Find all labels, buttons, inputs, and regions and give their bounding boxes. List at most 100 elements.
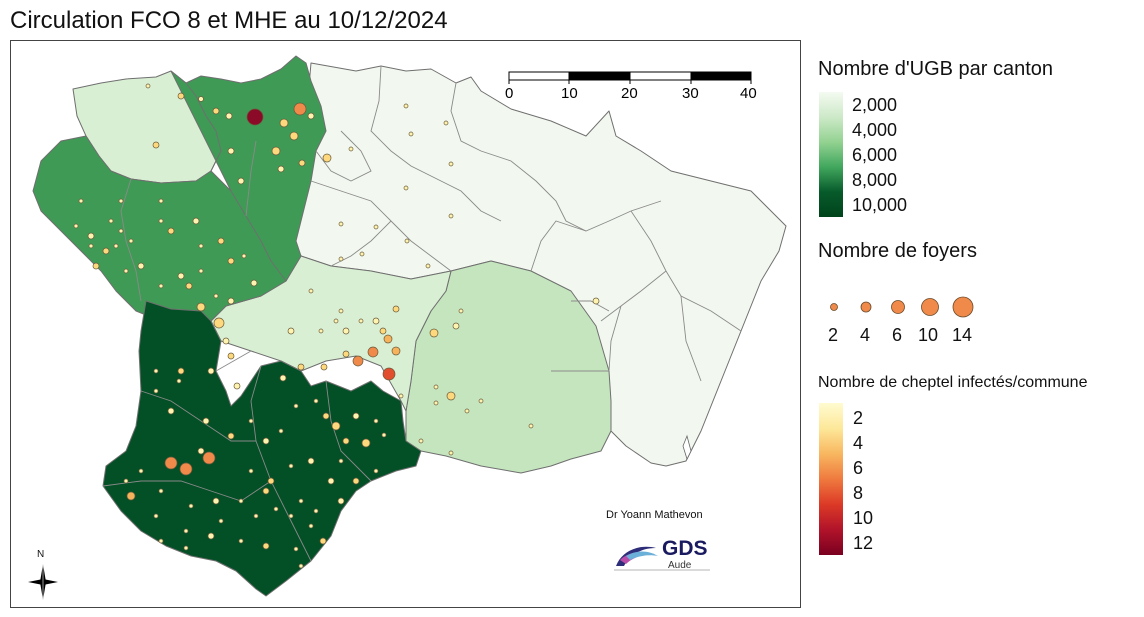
outbreak-point <box>158 218 164 224</box>
outbreak-point <box>267 477 275 485</box>
gds-logo-name: GDS <box>662 537 708 560</box>
outbreak-point <box>338 256 344 262</box>
outbreak-point <box>123 478 129 484</box>
outbreak-point <box>218 518 224 524</box>
outbreak-point <box>403 185 409 191</box>
outbreak-point <box>185 282 193 290</box>
outbreak-point <box>289 131 299 141</box>
outbreak-point <box>322 153 332 163</box>
outbreak-point <box>227 432 235 440</box>
outbreak-point <box>297 363 305 371</box>
legend-foyers-label: 10 <box>918 325 939 345</box>
outbreak-point <box>418 438 424 444</box>
legend-cheptel-label: 12 <box>853 533 874 553</box>
outbreak-point <box>373 418 379 424</box>
outbreak-point <box>338 308 344 314</box>
legend-ugb-label: 10,000 <box>852 195 908 215</box>
outbreak-point <box>227 352 235 360</box>
outbreak-point <box>298 159 306 167</box>
outbreak-point <box>318 328 324 334</box>
legend-foyers-symbols <box>830 296 974 318</box>
outbreak-point <box>196 302 206 312</box>
outbreak-point <box>262 542 270 550</box>
legend-cheptel-label: 8 <box>853 483 864 503</box>
outbreak-point <box>293 102 307 116</box>
outbreak-point <box>227 257 235 265</box>
outbreak-point <box>271 146 281 156</box>
scale-tick-label: 10 <box>561 85 578 102</box>
outbreak-point <box>433 384 439 390</box>
outbreak-point <box>113 243 119 249</box>
outbreak-point <box>262 437 270 445</box>
outbreak-point <box>253 513 259 519</box>
legend-foyers-circle <box>921 298 939 316</box>
outbreak-point <box>319 537 327 545</box>
north-label: N <box>37 549 45 560</box>
scale-bar: 0 10 20 30 40 km <box>505 71 760 102</box>
map-title: Circulation FCO 8 et MHE au 10/12/2024 <box>10 7 448 34</box>
outbreak-point <box>448 161 454 167</box>
outbreak-point <box>262 487 270 495</box>
outbreak-point <box>118 198 124 204</box>
legend-cheptel-title: Nombre de cheptel infectés/commune <box>818 374 1088 391</box>
scale-tick-label: 30 <box>682 85 699 102</box>
outbreak-point <box>273 506 279 512</box>
legend-foyers-circle <box>891 300 905 314</box>
outbreak-point <box>592 297 600 305</box>
outbreak-point <box>118 228 124 234</box>
outbreak-point <box>188 503 194 509</box>
outbreak-point <box>138 468 144 474</box>
outbreak-point <box>123 268 129 274</box>
outbreak-point <box>458 308 464 314</box>
legend-foyers-label: 4 <box>860 325 871 345</box>
outbreak-point <box>288 463 294 469</box>
outbreak-point <box>398 393 404 399</box>
legend-ugb-label: 4,000 <box>852 120 898 140</box>
outbreak-point <box>233 382 241 390</box>
outbreak-point <box>202 417 210 425</box>
outbreak-point <box>278 428 284 434</box>
outbreak-point <box>213 293 219 299</box>
outbreak-point <box>246 108 264 126</box>
outbreak-point <box>307 112 315 120</box>
outbreak-point <box>443 120 449 126</box>
outbreak-point <box>391 346 401 356</box>
outbreak-point <box>164 456 178 470</box>
outbreak-point <box>342 350 350 358</box>
outbreak-point <box>342 437 350 445</box>
outbreak-point <box>217 237 225 245</box>
outbreak-point <box>293 546 299 552</box>
outbreak-point <box>307 457 315 465</box>
outbreak-point <box>102 247 110 255</box>
outbreak-point <box>153 513 159 519</box>
gds-logo-swoosh <box>626 551 658 560</box>
outbreak-point <box>167 407 175 415</box>
legend-ugb-title: Nombre d'UGB par canton <box>818 58 1054 80</box>
outbreak-point <box>108 218 114 224</box>
outbreak-point <box>381 432 387 438</box>
legend-cheptel-ramp <box>819 403 843 555</box>
outbreak-point <box>279 118 289 128</box>
scale-tick-label: 40 km <box>740 85 760 102</box>
outbreak-point <box>177 367 185 375</box>
outbreak-point <box>227 147 235 155</box>
outbreak-point <box>308 288 314 294</box>
outbreak-point <box>87 232 95 240</box>
outbreak-point <box>287 327 295 335</box>
map-canvas <box>32 55 787 597</box>
outbreak-point <box>320 363 328 371</box>
scale-bar-segment <box>629 71 692 81</box>
outbreak-point <box>367 346 379 358</box>
outbreak-point <box>198 243 204 249</box>
outbreak-point <box>403 103 409 109</box>
outbreak-point <box>176 378 182 384</box>
outbreak-point <box>183 528 189 534</box>
outbreak-point <box>313 398 319 404</box>
outbreak-point <box>293 403 299 409</box>
outbreak-point <box>338 221 344 227</box>
outbreak-point <box>248 468 254 474</box>
scale-bar-segment <box>568 71 631 81</box>
outbreak-point <box>359 251 365 257</box>
outbreak-point <box>225 112 233 120</box>
outbreak-point <box>337 497 345 505</box>
